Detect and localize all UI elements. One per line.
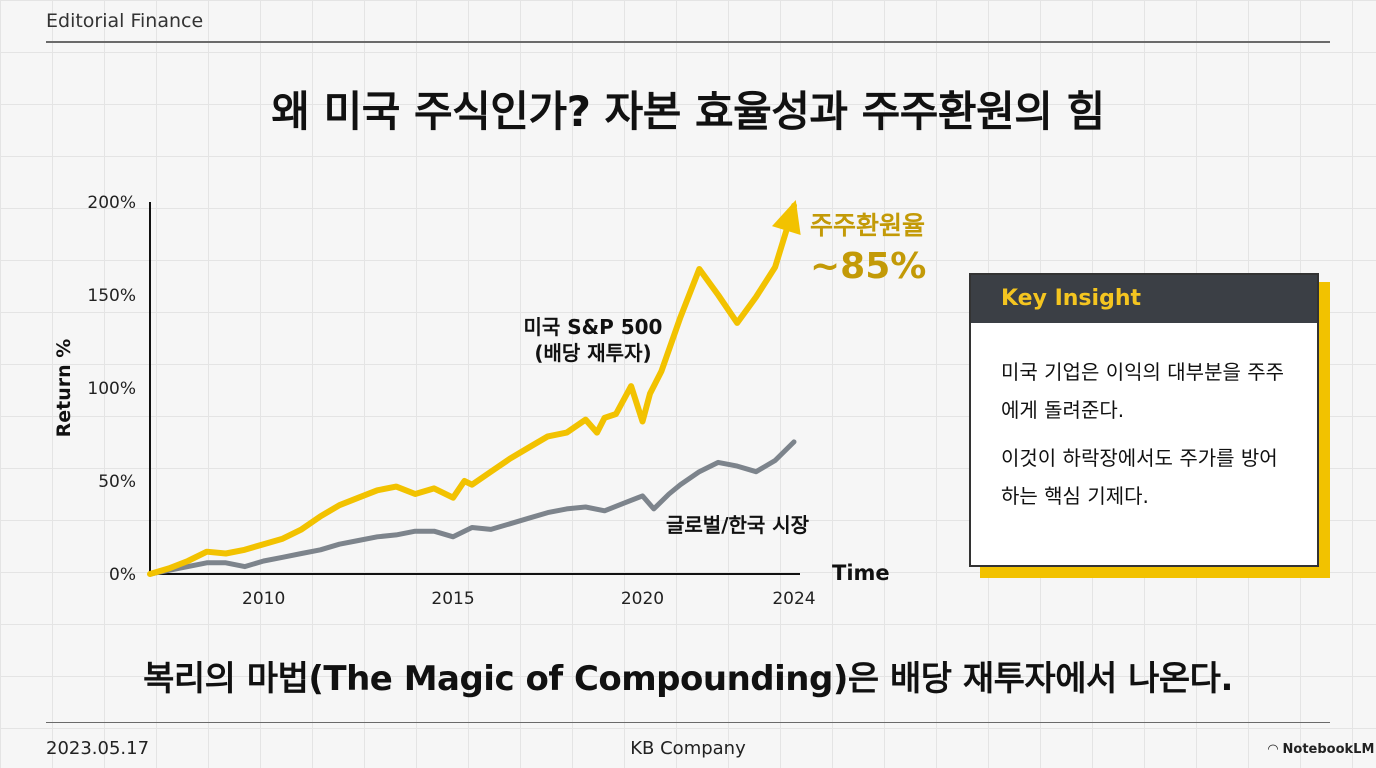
y-tick-label: 100% xyxy=(87,379,136,399)
series-label-sp500: 미국 S&P 500 xyxy=(524,315,663,339)
brand-label: Editorial Finance xyxy=(46,10,204,32)
sp500-arrowhead xyxy=(772,199,801,235)
key-insight-text-1: 미국 기업은 이익의 대부분을 주주에게 돌려준다. xyxy=(1001,360,1285,422)
x-tick-label: 2024 xyxy=(772,589,815,609)
footer-date: 2023.05.17 xyxy=(46,738,150,759)
subtitle: 복리의 마법(The Magic of Compounding)은 배당 재투자… xyxy=(143,659,1233,699)
y-tick-label: 200% xyxy=(87,193,136,213)
key-insight-panel: Key Insight 미국 기업은 이익의 대부분을 주주에게 돌려준다. 이… xyxy=(969,273,1319,567)
y-axis-title: Return % xyxy=(53,339,75,438)
key-insight-text-2: 이것이 하락장에서도 주가를 방어하는 핵심 기제다. xyxy=(1001,446,1278,508)
y-tick-label: 0% xyxy=(109,565,136,585)
series-label-global-korea: 글로벌/한국 시장 xyxy=(666,513,810,537)
y-tick-label: 50% xyxy=(98,472,136,492)
key-insight-heading: Key Insight xyxy=(971,275,1317,323)
x-tick-label: 2020 xyxy=(621,589,664,609)
footer-divider xyxy=(46,722,1330,723)
header-divider xyxy=(46,41,1330,43)
payout-callout-value: ~85% xyxy=(810,246,927,287)
x-axis-title: Time xyxy=(832,561,890,585)
series-line-global-korea xyxy=(147,439,797,577)
x-tick-label: 2015 xyxy=(431,589,474,609)
series-label-sp500-note: (배당 재투자) xyxy=(534,341,651,365)
y-tick-label: 150% xyxy=(87,286,136,306)
page-title: 왜 미국 주식인가? 자본 효율성과 주주환원의 힘 xyxy=(271,87,1105,136)
footer-company: KB Company xyxy=(630,738,746,759)
x-tick-label: 2010 xyxy=(242,589,285,609)
notebooklm-icon: ◠ xyxy=(1268,742,1278,757)
payout-callout: 주주환원율 ~85% xyxy=(810,206,926,287)
notebooklm-badge: ◠ NotebookLM xyxy=(1268,742,1374,757)
series-line-sp500 xyxy=(147,202,797,577)
payout-callout-label: 주주환원율 xyxy=(810,211,926,240)
notebooklm-badge-label: NotebookLM xyxy=(1282,742,1375,757)
